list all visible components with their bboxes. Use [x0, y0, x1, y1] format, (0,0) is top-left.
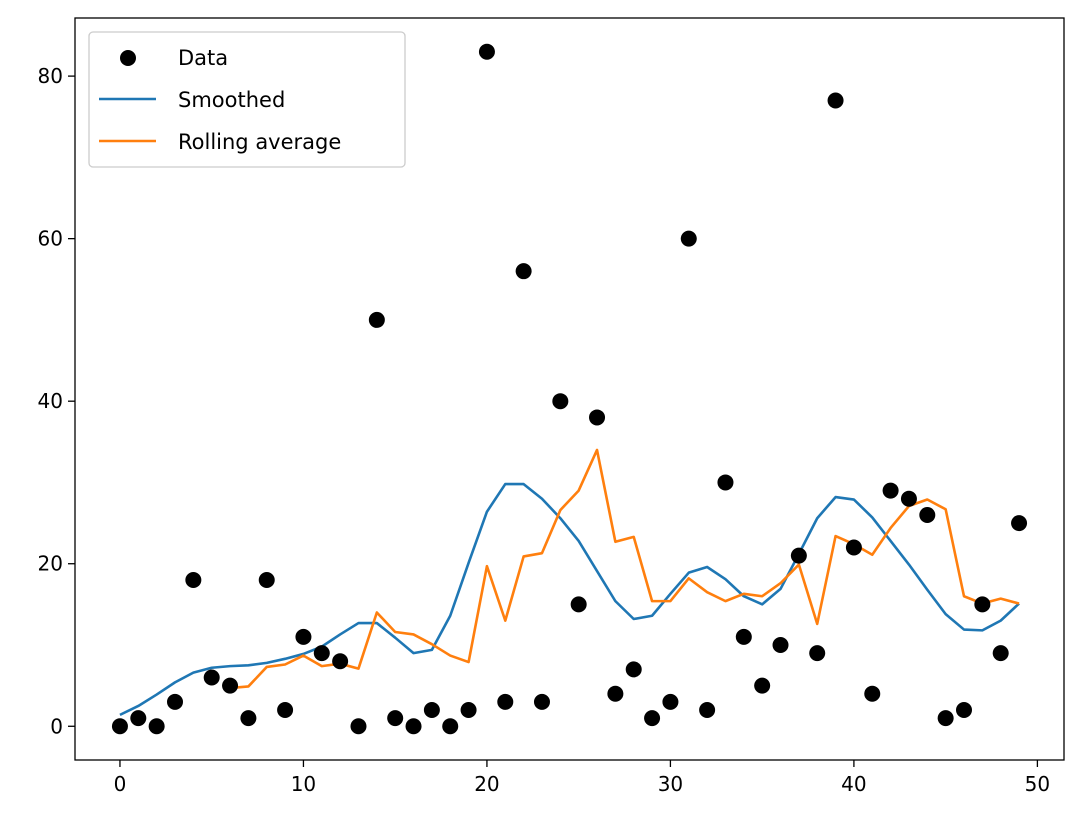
x-tick-label: 50: [1025, 772, 1050, 796]
y-tick-label: 0: [50, 714, 63, 738]
data-point: [148, 718, 165, 735]
y-tick-label: 40: [38, 389, 63, 413]
data-point: [423, 702, 440, 719]
data-point: [570, 596, 587, 613]
data-point: [625, 661, 642, 678]
x-tick-label: 40: [841, 772, 866, 796]
legend-label-data: Data: [178, 46, 228, 70]
legend-box: [88, 31, 406, 168]
data-point: [754, 677, 771, 694]
x-tick-label: 0: [114, 772, 127, 796]
data-point: [589, 409, 606, 426]
data-point: [387, 710, 404, 727]
data-point: [240, 710, 257, 727]
data-point: [699, 702, 716, 719]
x-tick-label: 20: [474, 772, 499, 796]
y-tick-label: 60: [38, 227, 63, 251]
data-point: [680, 230, 697, 247]
legend-data-marker: [120, 50, 136, 66]
data-point: [900, 490, 917, 507]
data-point: [1011, 515, 1028, 532]
data-point: [497, 693, 514, 710]
y-tick-label: 20: [38, 552, 63, 576]
legend-label-smoothed: Smoothed: [178, 88, 285, 112]
data-point: [460, 702, 477, 719]
data-point: [827, 92, 844, 109]
data-point: [974, 596, 991, 613]
data-point: [772, 637, 789, 653]
x-tick-label: 30: [658, 772, 683, 796]
data-point: [405, 718, 422, 735]
x-axis: 0 10 20 30 40 50: [114, 760, 1050, 796]
data-point: [295, 628, 312, 645]
data-point: [992, 645, 1009, 662]
data-point: [313, 645, 330, 662]
data-point: [607, 685, 624, 702]
data-point: [919, 506, 936, 523]
data-point: [515, 263, 532, 280]
data-point: [222, 677, 239, 694]
line-rolling-average: [229, 448, 1020, 690]
plot-frame: [74, 17, 1065, 761]
data-point: [277, 702, 294, 719]
data-point: [332, 653, 349, 670]
data-point: [790, 547, 807, 564]
data-point: [478, 43, 495, 60]
line-smoothed: [119, 482, 1020, 717]
data-point: [533, 693, 550, 710]
data-point: [956, 702, 972, 719]
data-point: [809, 645, 826, 662]
data-point: [552, 393, 569, 410]
series-layer: [111, 43, 1028, 735]
data-point: [368, 311, 385, 328]
y-tick-label: 80: [38, 64, 63, 88]
data-point: [350, 718, 367, 735]
data-point: [258, 571, 275, 588]
data-point: [185, 571, 202, 588]
data-point: [111, 718, 128, 735]
y-axis: 0 20 40 60 80: [38, 64, 75, 738]
data-point: [130, 710, 147, 727]
data-point: [864, 685, 881, 702]
data-point: [845, 539, 862, 556]
legend-label-rolling: Rolling average: [178, 130, 341, 154]
x-tick-label: 10: [291, 772, 316, 796]
data-point: [882, 482, 899, 499]
data-point: [662, 693, 679, 710]
data-point: [717, 474, 734, 491]
data-point: [735, 628, 752, 645]
legend: Data Smoothed Rolling average: [88, 31, 406, 168]
data-point: [167, 693, 183, 710]
data-point: [937, 710, 954, 727]
data-point: [442, 718, 459, 735]
data-point: [644, 710, 661, 727]
data-point: [203, 669, 220, 686]
